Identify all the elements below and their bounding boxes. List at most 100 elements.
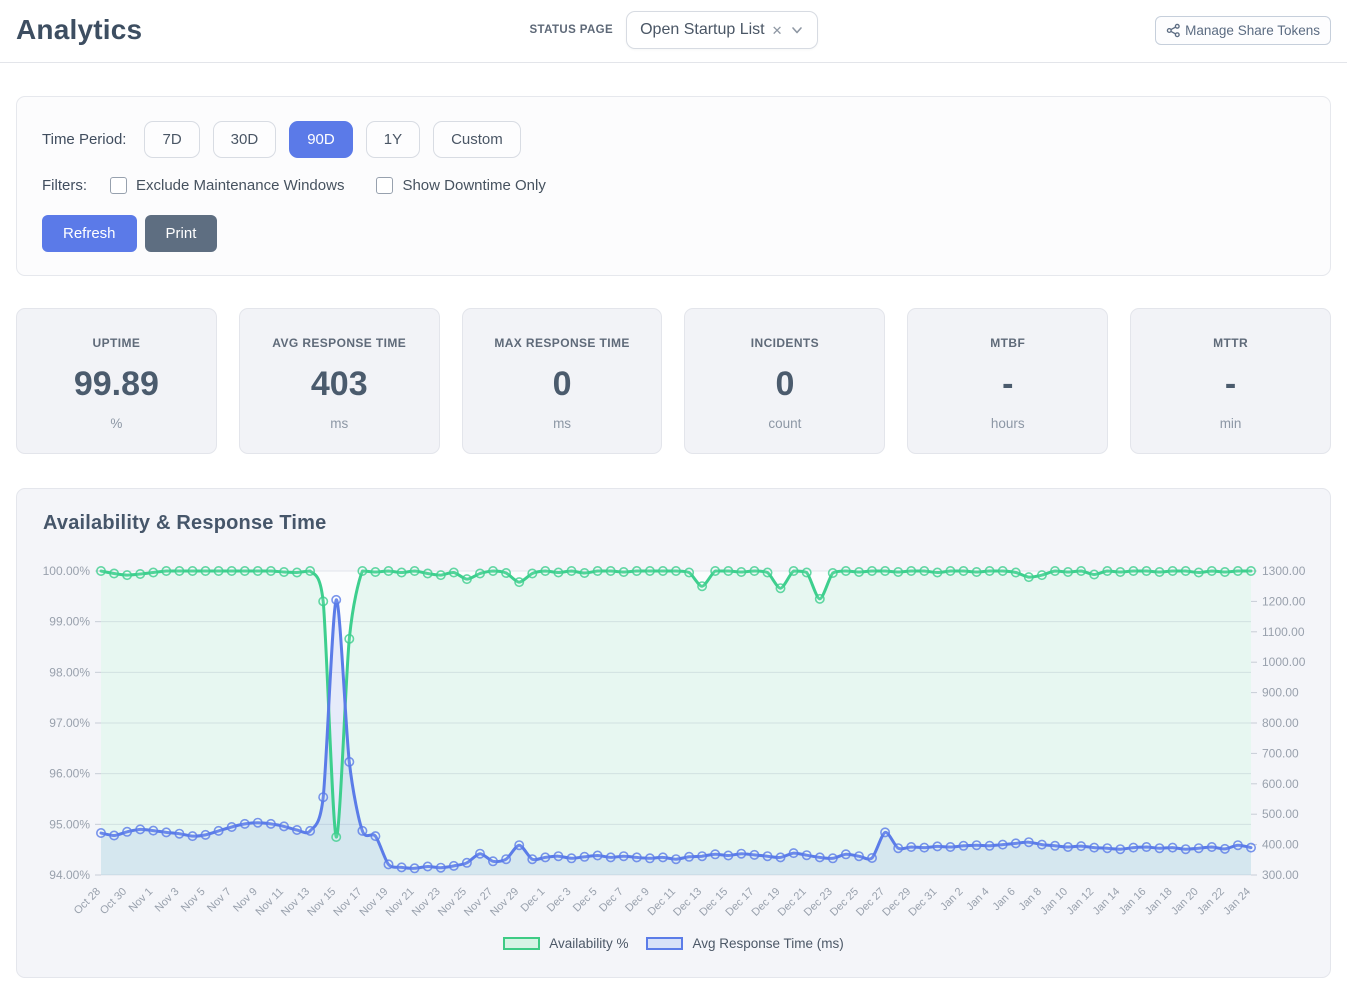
svg-text:Nov 15: Nov 15 bbox=[305, 886, 338, 919]
svg-text:97.00%: 97.00% bbox=[49, 716, 90, 730]
checkbox-exclude-maintenance-label: Exclude Maintenance Windows bbox=[136, 177, 345, 194]
svg-text:Dec 15: Dec 15 bbox=[697, 886, 730, 919]
svg-text:Oct 30: Oct 30 bbox=[98, 886, 129, 917]
svg-text:Dec 29: Dec 29 bbox=[880, 886, 913, 919]
svg-text:Nov 7: Nov 7 bbox=[205, 886, 234, 915]
svg-text:Dec 1: Dec 1 bbox=[519, 886, 548, 915]
svg-text:Nov 23: Nov 23 bbox=[410, 886, 443, 919]
status-page-select[interactable]: Open Startup List ✕ bbox=[626, 11, 818, 49]
stat-card-mttr: MTTR - min bbox=[1130, 308, 1331, 454]
stat-label: MTBF bbox=[990, 336, 1026, 350]
checkbox-exclude-maintenance[interactable] bbox=[110, 177, 127, 194]
period-button-custom[interactable]: Custom bbox=[433, 121, 521, 158]
legend-swatch-availability bbox=[503, 937, 541, 950]
svg-text:Oct 28: Oct 28 bbox=[72, 886, 103, 917]
svg-text:Dec 27: Dec 27 bbox=[854, 886, 887, 919]
svg-text:Dec 3: Dec 3 bbox=[545, 886, 574, 915]
clear-selection-icon[interactable]: ✕ bbox=[771, 22, 783, 38]
svg-text:600.00: 600.00 bbox=[1262, 777, 1299, 791]
svg-text:Nov 27: Nov 27 bbox=[462, 886, 495, 919]
stat-value: 0 bbox=[552, 365, 572, 403]
svg-text:Nov 29: Nov 29 bbox=[488, 886, 521, 919]
stat-value: 403 bbox=[310, 365, 368, 403]
svg-text:Jan 16: Jan 16 bbox=[1117, 886, 1149, 918]
svg-text:Dec 17: Dec 17 bbox=[723, 886, 756, 919]
stat-card-max-response: MAX RESPONSE TIME 0 ms bbox=[461, 308, 663, 454]
svg-text:Jan 22: Jan 22 bbox=[1195, 886, 1227, 918]
legend-item-availability[interactable]: Availability % bbox=[503, 936, 628, 951]
period-button-1y[interactable]: 1Y bbox=[365, 121, 421, 158]
svg-text:99.00%: 99.00% bbox=[49, 615, 90, 629]
svg-text:Jan 12: Jan 12 bbox=[1064, 886, 1096, 918]
checkbox-show-downtime[interactable] bbox=[376, 177, 394, 194]
svg-text:Dec 25: Dec 25 bbox=[828, 886, 861, 919]
period-button-30d[interactable]: 30D bbox=[212, 121, 277, 158]
svg-text:Dec 23: Dec 23 bbox=[802, 886, 835, 919]
stat-card-avg-response: AVG RESPONSE TIME 403 ms bbox=[238, 308, 440, 454]
svg-text:Nov 17: Nov 17 bbox=[331, 886, 364, 919]
stat-label: AVG RESPONSE TIME bbox=[272, 336, 407, 350]
svg-text:1300.00: 1300.00 bbox=[1262, 564, 1306, 578]
svg-text:Jan 10: Jan 10 bbox=[1038, 886, 1070, 918]
svg-text:Nov 5: Nov 5 bbox=[179, 886, 208, 915]
legend-item-response[interactable]: Avg Response Time (ms) bbox=[646, 936, 844, 951]
stat-label: MAX RESPONSE TIME bbox=[494, 336, 630, 350]
stat-value: 99.89 bbox=[73, 365, 159, 403]
period-button-90d[interactable]: 90D bbox=[289, 121, 353, 158]
share-icon bbox=[1166, 23, 1181, 38]
period-button-7d[interactable]: 7D bbox=[144, 121, 200, 158]
availability-response-chart: 100.00% 99.00% 98.00% 97.00% 96.00% 95.00% 94.… bbox=[43, 564, 1306, 919]
svg-text:1200.00: 1200.00 bbox=[1262, 594, 1306, 608]
refresh-button[interactable]: Refresh bbox=[42, 215, 137, 252]
time-period-label: Time Period: bbox=[42, 131, 127, 148]
svg-text:Jan 14: Jan 14 bbox=[1091, 886, 1123, 918]
svg-text:Jan 4: Jan 4 bbox=[964, 886, 992, 914]
svg-text:Nov 3: Nov 3 bbox=[153, 886, 182, 915]
stat-label: UPTIME bbox=[92, 336, 141, 350]
svg-text:96.00%: 96.00% bbox=[49, 767, 90, 781]
svg-text:800.00: 800.00 bbox=[1262, 716, 1299, 730]
chart-wrap: 100.00% 99.00% 98.00% 97.00% 96.00% 95.00% 94.… bbox=[31, 549, 1330, 936]
svg-text:Nov 25: Nov 25 bbox=[436, 886, 469, 919]
svg-text:500.00: 500.00 bbox=[1262, 807, 1299, 821]
svg-text:Dec 13: Dec 13 bbox=[671, 886, 704, 919]
stat-card-uptime: UPTIME 99.89 % bbox=[16, 308, 217, 454]
svg-text:98.00%: 98.00% bbox=[49, 665, 90, 679]
svg-text:400.00: 400.00 bbox=[1262, 838, 1299, 852]
svg-text:1000.00: 1000.00 bbox=[1262, 655, 1306, 669]
chevron-down-icon[interactable] bbox=[790, 23, 804, 37]
header: Analytics STATUS PAGE Open Startup List … bbox=[0, 0, 1347, 63]
svg-text:Jan 6: Jan 6 bbox=[990, 886, 1018, 914]
stat-unit: ms bbox=[330, 416, 349, 431]
stat-value: - bbox=[1224, 365, 1237, 403]
legend-label-response: Avg Response Time (ms) bbox=[692, 936, 844, 951]
svg-text:95.00%: 95.00% bbox=[49, 817, 90, 831]
stat-card-mtbf: MTBF - hours bbox=[907, 308, 1109, 454]
stat-value: - bbox=[1002, 365, 1014, 403]
svg-text:900.00: 900.00 bbox=[1262, 686, 1299, 700]
legend-label-availability: Availability % bbox=[549, 936, 629, 951]
stat-unit: count bbox=[768, 416, 802, 431]
svg-text:Nov 19: Nov 19 bbox=[357, 886, 390, 919]
stat-label: INCIDENTS bbox=[750, 336, 820, 350]
filter-panel: Time Period: 7D 30D 90D 1Y Custom Filter… bbox=[16, 96, 1331, 276]
stat-unit: hours bbox=[990, 416, 1025, 431]
svg-text:Dec 5: Dec 5 bbox=[571, 886, 600, 915]
print-button[interactable]: Print bbox=[144, 215, 218, 252]
filters-label: Filters: bbox=[42, 177, 87, 194]
svg-text:1100.00: 1100.00 bbox=[1262, 625, 1305, 639]
stat-unit: % bbox=[110, 416, 123, 431]
svg-text:Dec 7: Dec 7 bbox=[597, 886, 626, 915]
svg-text:Jan 24: Jan 24 bbox=[1221, 886, 1253, 918]
svg-text:300.00: 300.00 bbox=[1262, 868, 1299, 882]
svg-text:Jan 2: Jan 2 bbox=[938, 886, 966, 914]
checkbox-show-downtime-label: Show Downtime Only bbox=[402, 177, 546, 194]
manage-share-tokens-button[interactable]: Manage Share Tokens bbox=[1155, 15, 1331, 45]
stat-label: MTTR bbox=[1213, 336, 1249, 350]
svg-text:Nov 1: Nov 1 bbox=[127, 886, 156, 915]
svg-text:Jan 18: Jan 18 bbox=[1143, 886, 1175, 918]
stat-unit: ms bbox=[553, 416, 572, 431]
chart-legend: Availability % Avg Response Time (ms) bbox=[17, 936, 1330, 951]
legend-swatch-response bbox=[646, 937, 684, 950]
svg-text:Dec 19: Dec 19 bbox=[750, 886, 783, 919]
